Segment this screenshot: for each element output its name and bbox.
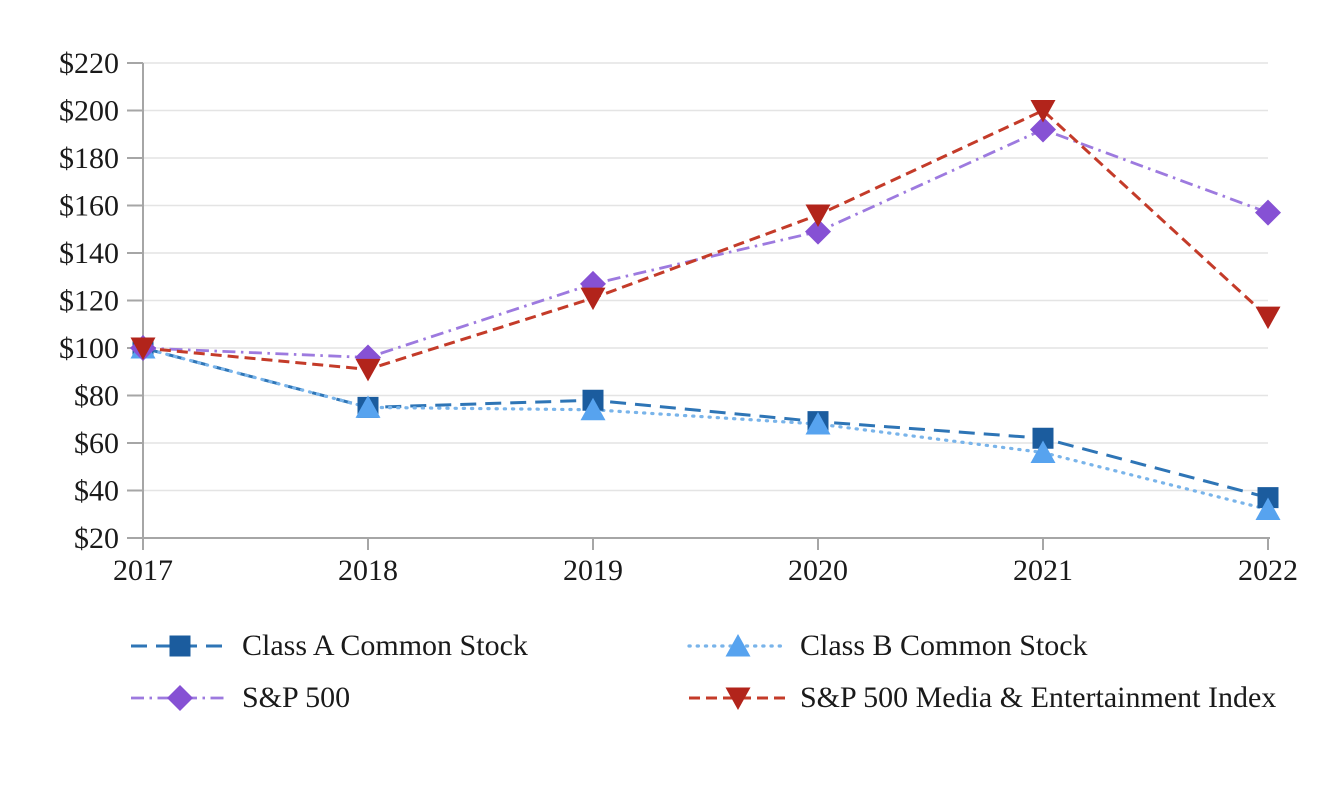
legend-label-class-b: Class B Common Stock xyxy=(800,629,1088,662)
x-axis-label: 2017 xyxy=(113,554,173,587)
x-axis-label: 2021 xyxy=(1013,554,1073,587)
marker-triangle-down xyxy=(130,337,156,360)
marker-square xyxy=(1032,427,1054,449)
x-axis-label: 2020 xyxy=(788,554,848,587)
marker-triangle-up xyxy=(1030,440,1056,463)
y-axis-label: $80 xyxy=(74,380,119,413)
x-axis-label: 2019 xyxy=(563,554,623,587)
marker-triangle-down xyxy=(1030,100,1056,123)
x-axis-label: 2022 xyxy=(1238,554,1298,587)
marker-triangle-down xyxy=(805,204,831,227)
y-axis-label: $100 xyxy=(59,332,119,365)
y-axis-label: $20 xyxy=(74,522,119,555)
performance-line-chart: $20 $40 $60 $80 $100 $120 $140 $160 $180 $200 $220… xyxy=(59,47,1298,587)
legend-label-sp500: S&P 500 xyxy=(242,681,351,714)
marker-diamond xyxy=(167,685,193,711)
y-axis-label: $180 xyxy=(59,142,119,175)
legend-item-sp500-media: S&P 500 Media & Entertainment Index xyxy=(686,682,1276,714)
legend-label-sp500-media: S&P 500 Media & Entertainment Index xyxy=(800,681,1277,714)
marker-triangle-down xyxy=(725,687,751,710)
marker-diamond xyxy=(805,218,831,245)
chart-legend: Class A Common Stock Class B Common Stoc… xyxy=(0,624,1332,728)
y-axis-label: $200 xyxy=(59,95,119,128)
marker-triangle-up xyxy=(580,397,606,421)
y-axis-label: $140 xyxy=(59,237,119,270)
marker-triangle-down xyxy=(1255,306,1281,330)
y-axis-label: $60 xyxy=(74,427,119,460)
x-axis-label: 2018 xyxy=(338,554,398,587)
marker-triangle-down xyxy=(355,358,381,382)
sp500-media-swatch-icon xyxy=(689,687,787,710)
y-axis-label: $160 xyxy=(59,190,119,223)
marker-triangle-up xyxy=(355,395,381,418)
legend-item-sp500: S&P 500 xyxy=(128,682,686,714)
sp500-swatch-icon xyxy=(131,685,229,711)
legend-item-class-b: Class B Common Stock xyxy=(686,630,1088,662)
marker-triangle-up xyxy=(1255,497,1281,520)
series-line xyxy=(142,346,1269,500)
marker-triangle-down xyxy=(580,287,606,311)
y-axis-label: $220 xyxy=(59,47,119,80)
series-line xyxy=(141,346,1270,512)
marker-triangle-up xyxy=(725,634,751,657)
marker-diamond xyxy=(1030,116,1056,143)
legend-row-1: Class A Common Stock Class B Common Stoc… xyxy=(0,624,1332,668)
class-a-swatch-icon xyxy=(131,635,229,657)
marker-square xyxy=(169,635,191,657)
legend-label-class-a: Class A Common Stock xyxy=(242,629,528,662)
legend-row-2: S&P 500 S&P 500 Media & Entertainment In… xyxy=(0,676,1332,720)
marker-triangle-up xyxy=(805,412,831,435)
class-b-swatch-icon xyxy=(687,634,789,657)
y-axis-label: $120 xyxy=(59,285,119,318)
marker-diamond xyxy=(1255,199,1281,226)
legend-item-class-a: Class A Common Stock xyxy=(128,630,686,662)
series-line xyxy=(142,108,1270,371)
y-axis-label: $40 xyxy=(74,475,119,508)
